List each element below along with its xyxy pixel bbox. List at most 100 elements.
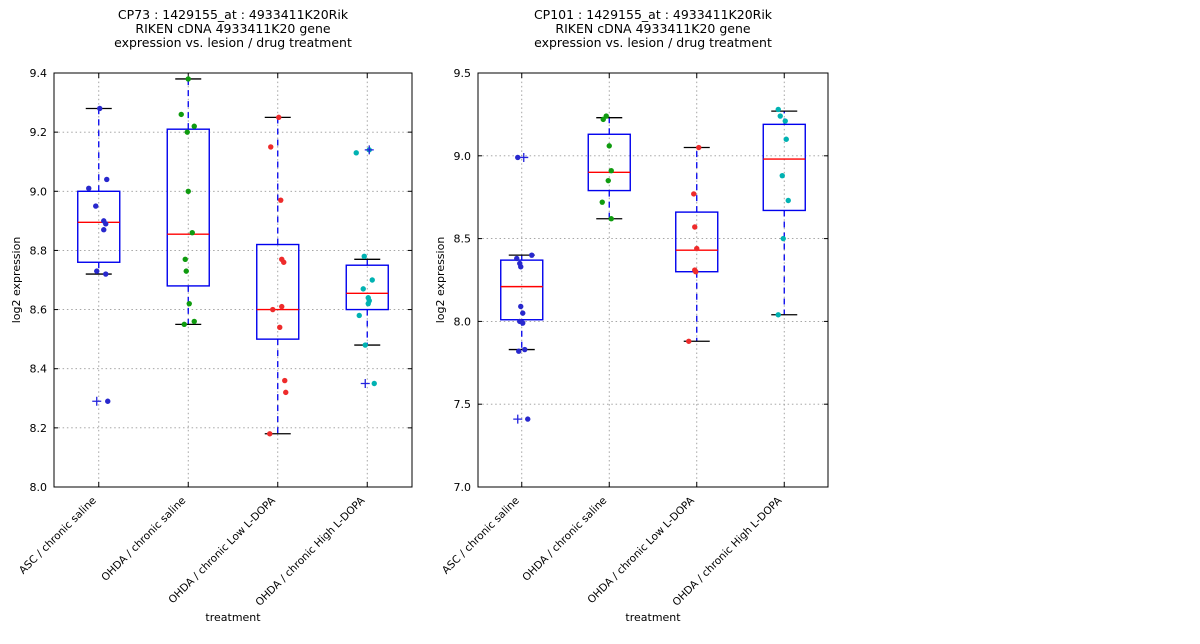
data-point	[514, 255, 520, 262]
data-point	[267, 431, 273, 437]
x-tick-label: ASC / chronic saline	[17, 495, 99, 577]
data-point	[103, 221, 109, 227]
y-tick-label: 8.2	[30, 422, 48, 435]
data-point	[529, 252, 535, 258]
data-point	[191, 123, 197, 129]
y-axis-label: log2 expression	[10, 237, 23, 324]
y-tick-label: 9.4	[30, 67, 48, 80]
data-point	[780, 235, 786, 242]
data-point	[693, 269, 699, 275]
boxplot-cp73: 8.0 8.2 8.4 8.6 8.8 9.0 9.2 9.4 ASC / chronic sa…	[10, 7, 413, 624]
data-point	[777, 113, 783, 119]
data-point	[184, 129, 190, 135]
data-point	[518, 303, 524, 310]
x-tick-label: OHDA / chronic High L-DOPA	[253, 494, 368, 609]
y-tick-label: 7.5	[454, 398, 472, 411]
data-point	[782, 118, 788, 124]
y-axis-label: log2 expression	[434, 237, 447, 324]
y-tick-label: 8.0	[30, 481, 48, 494]
box-group	[762, 106, 806, 318]
data-point	[270, 306, 276, 313]
y-tick-label: 8.6	[30, 304, 48, 317]
data-point	[696, 144, 702, 151]
x-tick-label: OHDA / chronic Low L-DOPA	[166, 494, 278, 606]
data-point	[691, 191, 697, 197]
data-point	[281, 259, 287, 265]
boxplot-cp101: 7.0 7.5 8.0 8.5 9.0 9.5 ASC / chronic salineOH…	[434, 7, 829, 624]
data-point	[518, 264, 524, 270]
y-tick-label: 8.5	[454, 233, 472, 246]
flier-marker	[519, 152, 529, 162]
data-point	[779, 172, 785, 179]
chart-title-line: CP101 : 1429155_at : 4933411K20Rik	[534, 7, 773, 22]
data-point	[97, 105, 103, 112]
x-tick-label: OHDA / chronic saline	[99, 495, 188, 584]
data-point	[360, 286, 366, 292]
data-point	[356, 312, 362, 319]
box-group	[166, 76, 210, 328]
x-axis-label: treatment	[205, 611, 261, 624]
data-point	[276, 114, 282, 121]
data-point	[600, 116, 606, 123]
box-group	[500, 152, 544, 424]
x-tick-label: ASC / chronic saline	[440, 495, 522, 577]
data-point	[86, 185, 92, 192]
data-point	[283, 389, 289, 396]
chart-title-line: CP73 : 1429155_at : 4933411K20Rik	[118, 7, 349, 22]
box-rect	[587, 133, 631, 192]
data-point	[93, 203, 99, 209]
data-point	[515, 154, 521, 161]
data-point	[282, 377, 288, 384]
data-point	[178, 111, 184, 118]
box-rect	[256, 243, 300, 340]
box-rect	[166, 128, 210, 287]
box-rect	[345, 264, 389, 311]
y-tick-label: 9.2	[30, 126, 48, 139]
x-axis-label: treatment	[625, 611, 681, 624]
data-point	[181, 321, 187, 328]
data-point	[278, 197, 284, 203]
data-point	[775, 106, 781, 113]
y-tick-label: 9.0	[30, 185, 48, 198]
data-point	[522, 346, 528, 353]
data-point	[520, 310, 526, 316]
plot-border	[477, 72, 829, 488]
chart-title-line: expression vs. lesion / drug treatment	[534, 35, 772, 50]
flier-marker	[364, 145, 374, 155]
data-point	[185, 76, 191, 82]
data-point	[606, 143, 612, 149]
data-point	[371, 380, 377, 387]
data-point	[279, 303, 285, 310]
data-point	[605, 177, 611, 184]
data-point	[686, 338, 692, 344]
data-point	[101, 227, 107, 233]
y-tick-label: 8.0	[454, 315, 472, 328]
data-point	[185, 188, 191, 194]
data-point	[608, 216, 614, 222]
data-point	[783, 136, 789, 142]
flier-marker	[513, 414, 523, 424]
data-point	[189, 229, 195, 236]
data-point	[183, 268, 189, 274]
flier-marker	[360, 379, 370, 388]
box-group	[77, 105, 121, 406]
y-tick-label: 7.0	[454, 481, 472, 494]
data-point	[365, 300, 371, 307]
data-point	[785, 197, 791, 204]
box-group	[345, 145, 389, 388]
plot-border	[53, 72, 413, 488]
data-point	[775, 312, 781, 318]
box-rect	[762, 123, 806, 212]
data-point	[608, 168, 614, 174]
chart-title-line: expression vs. lesion / drug treatment	[114, 35, 352, 50]
chart-title-line: RIKEN cDNA 4933411K20 gene	[135, 21, 330, 36]
data-point	[104, 176, 110, 183]
data-point	[692, 224, 698, 230]
x-tick-label: OHDA / chronic saline	[520, 495, 609, 584]
data-point	[277, 324, 283, 331]
data-point	[516, 348, 522, 354]
flier-marker	[92, 396, 102, 406]
data-point	[103, 271, 109, 277]
data-point	[599, 199, 605, 205]
